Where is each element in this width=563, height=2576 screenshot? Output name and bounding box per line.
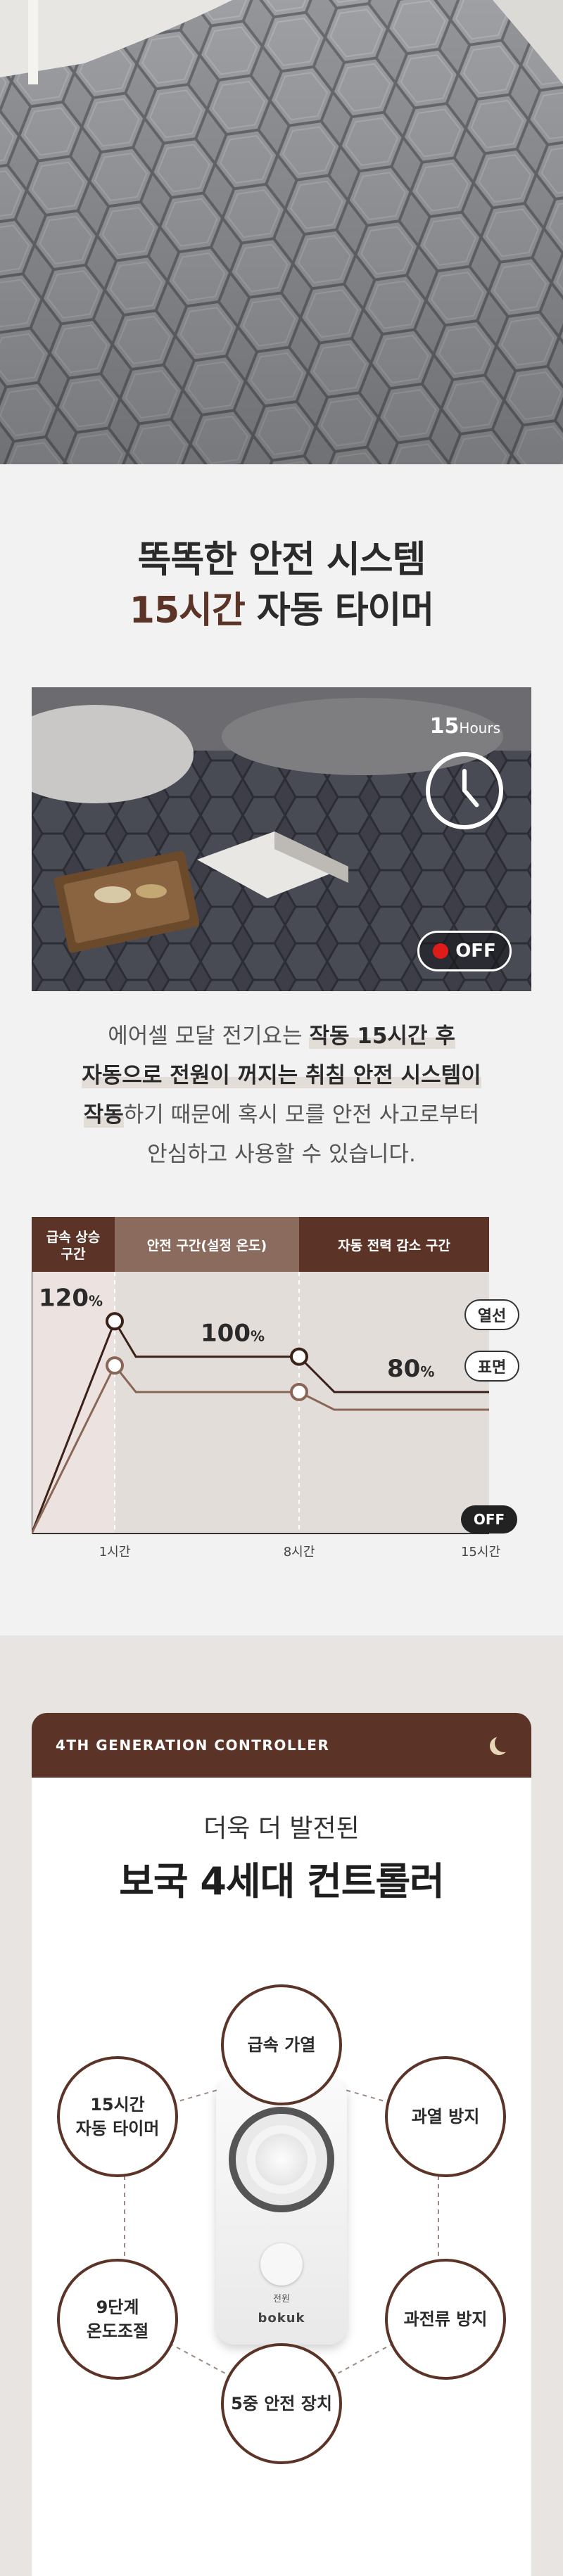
controller-section: 4TH GENERATION CONTROLLER 더욱 더 발전된 보국 4세… xyxy=(0,1635,563,2576)
title-accent: 15시간 xyxy=(129,589,246,632)
feature-overheat-protection: 과열 방지 xyxy=(385,2056,506,2177)
chart-off-badge: OFF xyxy=(461,1505,517,1534)
controller-title: 보국 4세대 컨트롤러 xyxy=(119,1859,445,1904)
zone-header-0 xyxy=(32,1217,115,1272)
red-dot-icon xyxy=(433,943,449,959)
off-indicator: OFF xyxy=(417,931,512,971)
desc-line3: 작동하기 때문에 혹시 모를 안전 사고로부터 xyxy=(0,1095,563,1135)
zone-label-0: 구간 xyxy=(61,1246,86,1262)
zone-background-1 xyxy=(115,1272,299,1534)
temperature-timer-chart: 급속 상승 구간 안전 구간(설정 온도) 자동 전력 감소 구간 120% 100% 80… xyxy=(32,1217,531,1572)
power-label: 전원 xyxy=(273,2294,290,2304)
series-point-1-1 xyxy=(106,1356,124,1375)
zone-background-2 xyxy=(299,1272,489,1534)
legend-series-1: 열선 xyxy=(464,1299,519,1330)
moon-icon xyxy=(495,1734,513,1752)
hours-number: 15 xyxy=(429,714,460,739)
series-line-0 xyxy=(32,1318,489,1534)
desc-text: 하기 때문에 혹시 모를 안전 사고로부터 xyxy=(123,1102,480,1128)
clock-icon xyxy=(426,752,503,829)
x-tick-1: 1시간 xyxy=(99,1545,131,1560)
power-button xyxy=(260,2243,303,2285)
series-point-0-1 xyxy=(106,1312,124,1331)
series-point-1-2 xyxy=(290,1382,308,1401)
zone-background-0 xyxy=(32,1272,115,1534)
zone-label-2: 자동 전력 감소 구간 xyxy=(338,1238,450,1254)
desc-line2: 자동으로 전원이 꺼지는 취침 안전 시스템이 xyxy=(0,1056,563,1095)
annotation-2: 80% xyxy=(387,1355,434,1383)
desc-line1: 에어셀 모달 전기요는 작동 15시간 후 xyxy=(0,1016,563,1056)
annotation-0: 120% xyxy=(39,1284,103,1312)
zone-label-1: 안전 구간(설정 온도) xyxy=(147,1238,267,1254)
device-brand: bokuk xyxy=(258,2311,305,2326)
safety-title-line1: 똑똑한 안전 시스템 xyxy=(137,539,426,581)
zone-label-0: 급속 상승 xyxy=(46,1230,101,1245)
feature-15h-timer: 15시간 자동 타이머 xyxy=(57,2056,178,2177)
feature-5-layer-safety: 5중 안전 장치 xyxy=(221,2343,342,2464)
safety-description: 에어셀 모달 전기요는 작동 15시간 후 자동으로 전원이 꺼지는 취침 안전… xyxy=(0,1016,563,1174)
card-header-label: 4TH GENERATION CONTROLLER xyxy=(56,1737,330,1754)
x-tick-3: 15시간 xyxy=(461,1545,500,1560)
series-line-1 xyxy=(32,1363,489,1534)
x-tick-2: 8시간 xyxy=(284,1545,315,1560)
title-rest: 자동 타이머 xyxy=(244,589,434,632)
desc-highlight: 자동으로 전원이 꺼지는 취침 안전 시스템이 xyxy=(82,1063,481,1088)
timer-photo: 15Hours OFF xyxy=(32,687,531,991)
desc-highlight: 작동 xyxy=(83,1102,124,1128)
zone-header-2 xyxy=(299,1217,489,1272)
controller-subtitle: 더욱 더 발전된 xyxy=(203,1814,360,1843)
dark-mattress-image xyxy=(32,687,531,991)
desc-line4: 안심하고 사용할 수 있습니다. xyxy=(147,1142,416,1167)
feature-overcurrent-protection: 과전류 방지 xyxy=(385,2259,506,2380)
card-header: 4TH GENERATION CONTROLLER xyxy=(32,1713,531,1778)
hero-mattress-photo xyxy=(0,0,563,464)
feature-9-step-temp: 9단계 온도조절 xyxy=(57,2259,178,2380)
series-point-0-2 xyxy=(290,1347,308,1366)
zone-header-1 xyxy=(115,1217,299,1272)
controller-card: 4TH GENERATION CONTROLLER 더욱 더 발전된 보국 4세… xyxy=(32,1713,531,2576)
legend-series-2: 표면 xyxy=(464,1351,519,1382)
safety-system-section: 똑똑한 안전 시스템 15시간 자동 타이머 15Hours OFF 에 xyxy=(0,464,563,1635)
hours-label: 15Hours xyxy=(430,714,500,739)
temperature-dial xyxy=(229,2107,334,2212)
hours-unit: Hours xyxy=(459,720,500,737)
feature-rapid-heating: 급속 가열 xyxy=(221,1984,342,2105)
safety-title-line2: 15시간 자동 타이머 xyxy=(0,585,563,636)
annotation-1: 100% xyxy=(201,1320,265,1348)
controller-device: 전원 bokuk xyxy=(216,2079,347,2345)
desc-highlight: 작동 15시간 후 xyxy=(309,1024,455,1049)
off-label: OFF xyxy=(455,941,496,962)
quilted-mattress-image xyxy=(0,0,563,464)
desc-text: 에어셀 모달 전기요는 xyxy=(108,1024,310,1049)
